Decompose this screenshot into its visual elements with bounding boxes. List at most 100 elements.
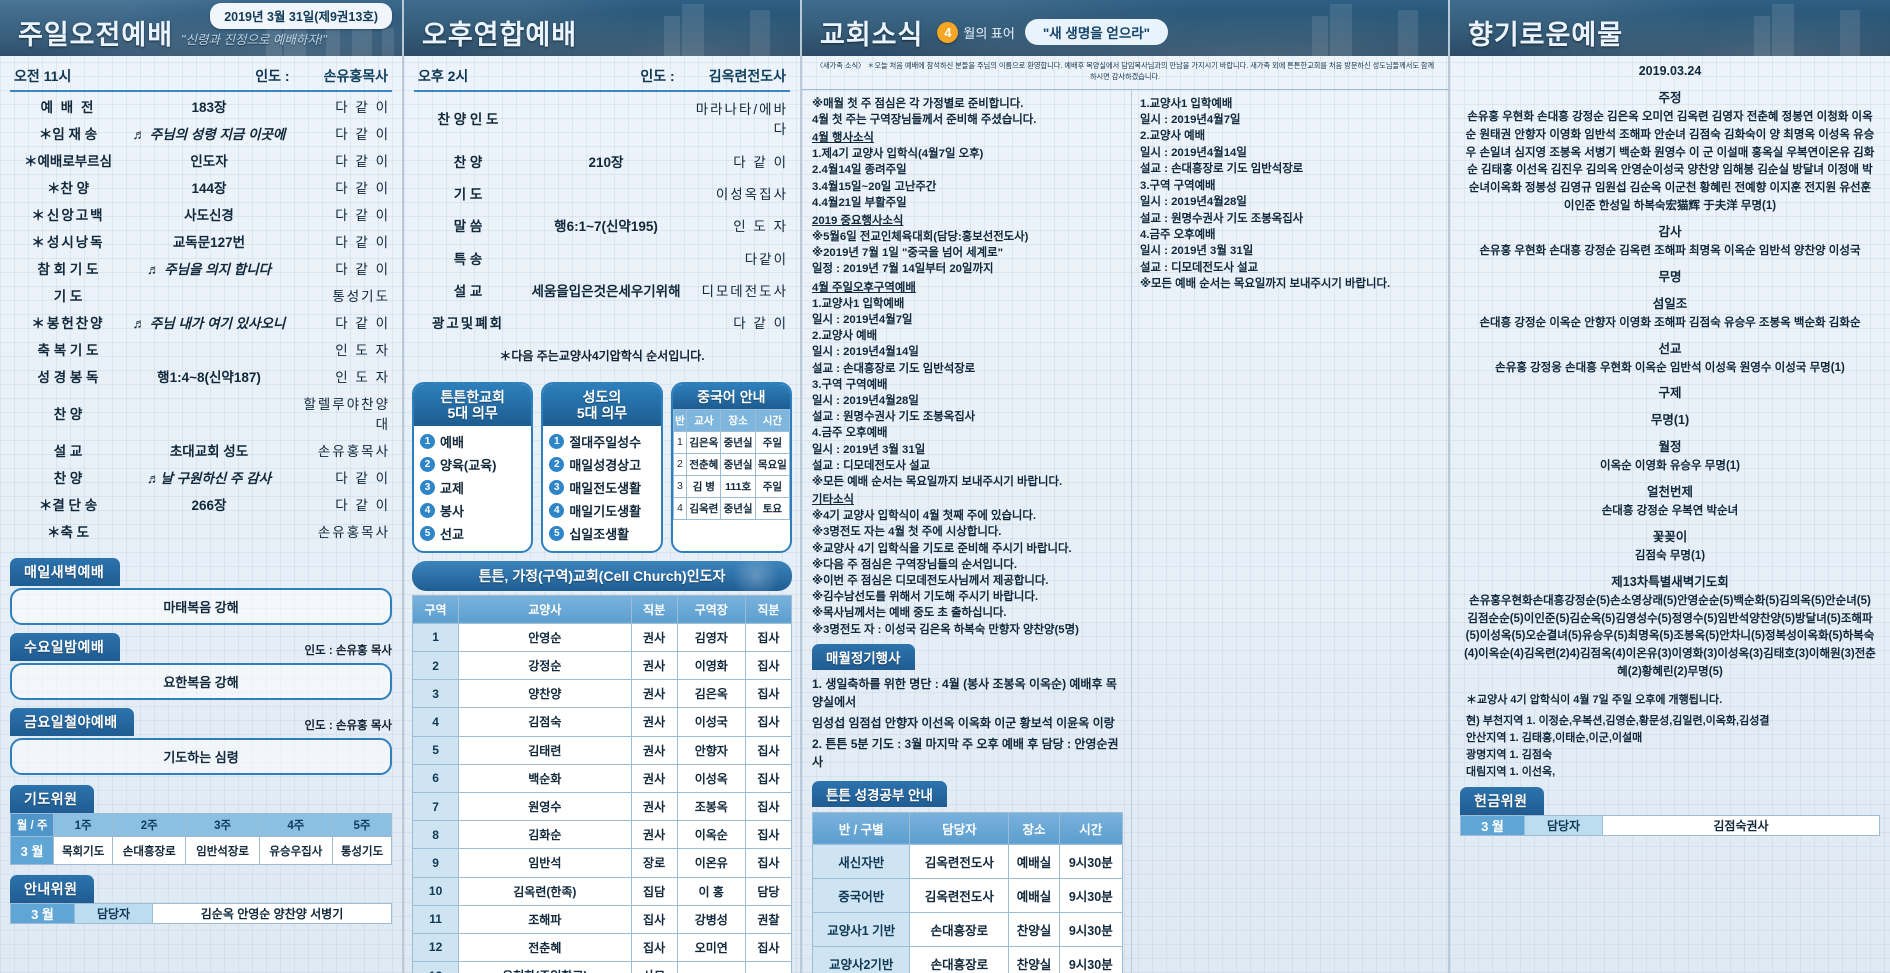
- service-time: 오전 11시: [14, 68, 72, 84]
- table-cell: 김영자: [676, 622, 746, 653]
- duty-item: 1 예배: [420, 430, 525, 453]
- month-theme-pill: 4 월의 표어: [937, 22, 1015, 43]
- weekly-service-content: 마태복음 강해: [10, 588, 392, 625]
- table-cell: 백순화: [458, 763, 632, 793]
- order-item-person: 인 도 자: [733, 219, 788, 235]
- news-left-panel: ※매월 첫 주 점심은 각 가정별로 준비합니다. 4월 첫 주는 구역장님들께…: [802, 90, 1131, 973]
- order-item-name: 특 송: [453, 251, 483, 267]
- table-cell: 손대흥장로: [112, 836, 187, 865]
- usher-label: 담당자: [74, 903, 153, 924]
- offering-category: 섬일조: [1652, 296, 1688, 311]
- column-header: 월 / 주: [9, 813, 55, 837]
- duty-item: 3 매일전도생활: [549, 476, 654, 499]
- table-cell: 사모: [630, 961, 678, 973]
- offering-content: 2019.03.24 주정 손유홍 우현화 손대흥 강정순 김은옥 오미연 김옥련…: [1450, 56, 1890, 842]
- table-row: 9 임반석 장로 이온유 집사: [411, 848, 793, 878]
- offering-category: 무명: [1658, 269, 1682, 284]
- offering-footer-note: ＊교양사 4기 압학식이 4월 7일 주일 오후에 개행됩니다.: [1466, 693, 1723, 706]
- order-item-name: ＊성시낭독: [31, 234, 105, 250]
- offering-category: 주정: [1658, 91, 1682, 105]
- table-cell: 유승우집사: [258, 836, 334, 865]
- table-cell: 3: [672, 474, 688, 498]
- number-badge-icon: 1: [420, 433, 435, 449]
- table-cell: 집사: [744, 735, 793, 765]
- table-cell: 이성국: [676, 707, 746, 737]
- table-row: 3 월 담당자 김순옥 안영순 양찬양 서병기: [10, 903, 392, 924]
- usher-committee-table: 3 월 담당자 김순옥 안영순 양찬양 서병기: [10, 903, 392, 924]
- duty-item: 1 절대주일성수: [549, 430, 654, 453]
- news-line: 기타소식: [812, 494, 854, 507]
- table-cell: 집사: [630, 932, 678, 963]
- weekly-services-list: 매일새벽예배 마태복음 강해 수요일밤예배 인도 : 손유홍 목사 요한복음 강해 금요일…: [10, 558, 392, 775]
- order-item-value: 초대교회 성도: [169, 443, 249, 459]
- building-icon: [326, 22, 340, 56]
- service-order-row: 예 배 전 183장 다 같 이: [10, 92, 392, 119]
- table-cell: 집사: [744, 679, 793, 709]
- order-item-person: 손유홍목사: [317, 524, 390, 540]
- news-line: ※5월6일 전교인체육대회(담당:홍보선전도사): [812, 231, 1029, 244]
- table-cell: 권사: [630, 820, 678, 850]
- news-line: ※이번 주 점심은 디모데전도사님께서 제공합니다.: [812, 575, 1049, 588]
- service-order-row: 설 교 세움을입은것은세우기위해 디모데전도사: [414, 274, 790, 306]
- order-item-value: 교독문127번: [172, 234, 246, 250]
- duty-item-label: 매일전도생활: [569, 480, 642, 496]
- order-item-name: 성 경 봉 독: [37, 369, 99, 385]
- service-order-row: ＊찬 양 144장 다 같 이: [10, 173, 392, 200]
- offering-committee-title: 헌금위원: [1460, 787, 1544, 816]
- page-title-church-news: 교회소식: [820, 20, 924, 50]
- order-item-name: ＊임 재 송: [38, 126, 98, 142]
- table-row: 중국어반 김옥련전도사 예배실 9시30분: [811, 877, 1123, 913]
- table-cell: 주일: [754, 430, 790, 454]
- number-badge-icon: 2: [549, 456, 565, 472]
- weekly-service-title: 매일새벽예배: [10, 558, 121, 586]
- order-item-name: 말 씀: [453, 219, 483, 235]
- service-order-row: ＊봉헌찬양 ♬ 주님 내가 여기 있사오니 다 같 이: [10, 308, 392, 335]
- number-badge-icon: 5: [420, 525, 435, 541]
- table-cell: [676, 961, 746, 973]
- table-cell: 이 홍: [676, 876, 746, 906]
- table-cell: 권찰: [744, 904, 793, 934]
- offering-names: 손유홍우현화손대흥강정순(5)손소영상래(5)안영순순(5)백순화(5)김의옥(…: [1464, 594, 1876, 678]
- table-cell: 목회기도: [53, 836, 114, 865]
- offering-names: 김점숙 무명(1): [1634, 549, 1706, 562]
- monthly-event-item: 2. 튼튼 5분 기도 : 3월 마지막 주 오후 예배 후 담당 : 안영순권…: [812, 736, 1119, 769]
- duty-item: 5 선교: [420, 522, 525, 545]
- table-cell: 김 병: [686, 474, 722, 498]
- column-header: 교양사: [458, 594, 632, 624]
- table-cell: 조해파: [458, 904, 632, 934]
- table-row: 7 원영수 권사 조봉옥 집사: [411, 791, 793, 822]
- table-cell: 13: [411, 961, 460, 973]
- duty-item-label: 봉사: [440, 503, 464, 519]
- column-header: 시간: [754, 408, 790, 432]
- order-item-value: 인도자: [190, 153, 228, 169]
- table-cell: 집사: [744, 622, 793, 653]
- prayer-committee-section: 기도위원 월 / 주 1주 2주 3주 4주 5주 3 월 목회기도 손대흥장로 임반석장로 유승…: [0, 775, 402, 865]
- order-item-person: 다 같 이: [335, 234, 390, 250]
- order-item-name: 기 도: [53, 288, 83, 304]
- table-cell: 안향자: [676, 735, 746, 765]
- offering-names: 손유홍 우현화 손대흥 강정순 김은옥 오미연 김옥련 김영자 전춘혜 정봉연 …: [1465, 111, 1875, 213]
- column-header: 장소: [720, 408, 756, 432]
- news-line: 2.교양사 예배: [1139, 130, 1206, 143]
- monthly-events-list: 1. 생일축하를 위한 명단 : 4월 (봉사 조봉옥 이옥순) 예배후 목양실…: [812, 675, 1123, 771]
- table-cell: 3: [411, 679, 460, 709]
- table-row: 교양사1 기반 손대흥장로 찬양실 9시30분: [811, 911, 1123, 947]
- news-line: 설교 : 원명수권사 기도 조봉옥집사: [812, 411, 976, 424]
- news-line: 설교 : 손대흥장로 기도 임반석장로: [1139, 163, 1304, 176]
- order-item-value: 행6:1~7(신약195): [554, 219, 658, 235]
- table-row: 11 조해파 집사 강병성 권찰: [411, 904, 793, 934]
- offering-category: 감사: [1658, 224, 1682, 239]
- table-cell: 권사: [630, 679, 678, 709]
- order-item-value: 210장: [588, 154, 624, 170]
- news-line: ※교양사 4기 입학식을 기도로 준비해 주시기 바랍니다.: [812, 542, 1072, 555]
- duty-item: 3 교제: [420, 476, 525, 499]
- footer-line: 대림지역 1. 이선옥,: [1466, 766, 1556, 778]
- news-right-text: 1.교양사1 입학예배 일시 : 2019년4월7일 2.교양사 예배 일시 : …: [1140, 96, 1440, 293]
- column-sunday-morning-service: 2019년 3월 31일(제9권13호) 주일오전예배 "신령과 진정으로 예배하…: [0, 0, 404, 973]
- column-header: 1주: [53, 813, 114, 837]
- table-cell: 중년실: [720, 496, 756, 520]
- chinese-guide-title: 중국어 안내: [672, 383, 790, 409]
- offering-category: 꽃꽂이: [1652, 529, 1688, 544]
- news-line: 일시 : 2019년4월7일: [812, 314, 913, 327]
